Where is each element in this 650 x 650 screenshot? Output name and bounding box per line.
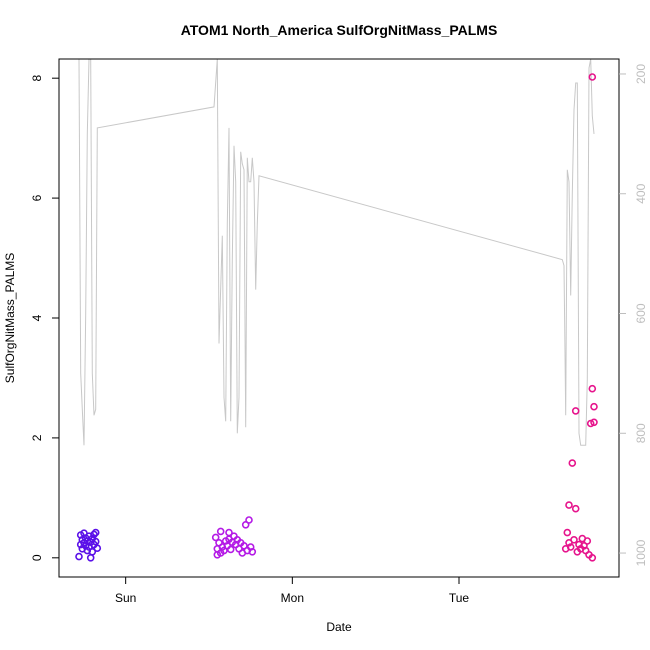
y2-tick-label: 600 (634, 303, 648, 323)
y-tick-label: 0 (30, 554, 44, 561)
chart-title: ATOM1 North_America SulfOrgNitMass_PALMS (181, 22, 498, 38)
plot-frame (58, 58, 620, 578)
data-point (216, 527, 225, 536)
data-point (226, 545, 235, 554)
data-point (88, 547, 97, 556)
data-point (568, 459, 577, 467)
y2-tick-label: 400 (634, 183, 648, 203)
data-point (245, 516, 253, 524)
y-tick-label: 2 (30, 434, 44, 441)
data-point (563, 528, 572, 537)
x-axis-label: Date (326, 620, 352, 634)
data-point (91, 537, 100, 546)
data-point (570, 535, 578, 544)
data-points-layer (75, 73, 598, 562)
data-point (248, 547, 257, 556)
y-axis-label: SulfOrgNitMass_PALMS (3, 253, 17, 383)
data-point (588, 384, 597, 393)
data-point (583, 537, 592, 545)
y-axis-left: 0 2 4 6 8 (30, 75, 60, 561)
data-point (590, 418, 598, 427)
data-point (211, 533, 220, 542)
data-point (588, 553, 597, 562)
data-point (90, 530, 98, 539)
y2-tick-label: 800 (634, 423, 648, 443)
y2-tick-label: 200 (634, 64, 648, 84)
y-tick-label: 6 (30, 194, 44, 201)
data-point (86, 553, 95, 562)
data-point (590, 402, 598, 411)
data-point (93, 544, 102, 553)
x-tick-label: Tue (449, 591, 470, 605)
y-tick-label: 8 (30, 75, 44, 82)
data-point (571, 504, 580, 513)
x-tick-label: Mon (281, 591, 304, 605)
pressure-line-layer (77, 58, 595, 446)
data-point (571, 407, 580, 415)
x-tick-label: Sun (115, 591, 136, 605)
y-tick-label: 4 (30, 314, 44, 321)
data-point (91, 528, 100, 537)
y-axis-right: 200 400 600 800 1000 (619, 64, 648, 566)
x-axis: Sun Mon Tue (115, 577, 469, 605)
y2-tick-label: 1000 (634, 539, 648, 566)
data-point (565, 501, 573, 509)
data-point (588, 73, 597, 81)
pressure-line (77, 58, 595, 446)
data-point (75, 552, 83, 561)
data-point (566, 543, 575, 551)
